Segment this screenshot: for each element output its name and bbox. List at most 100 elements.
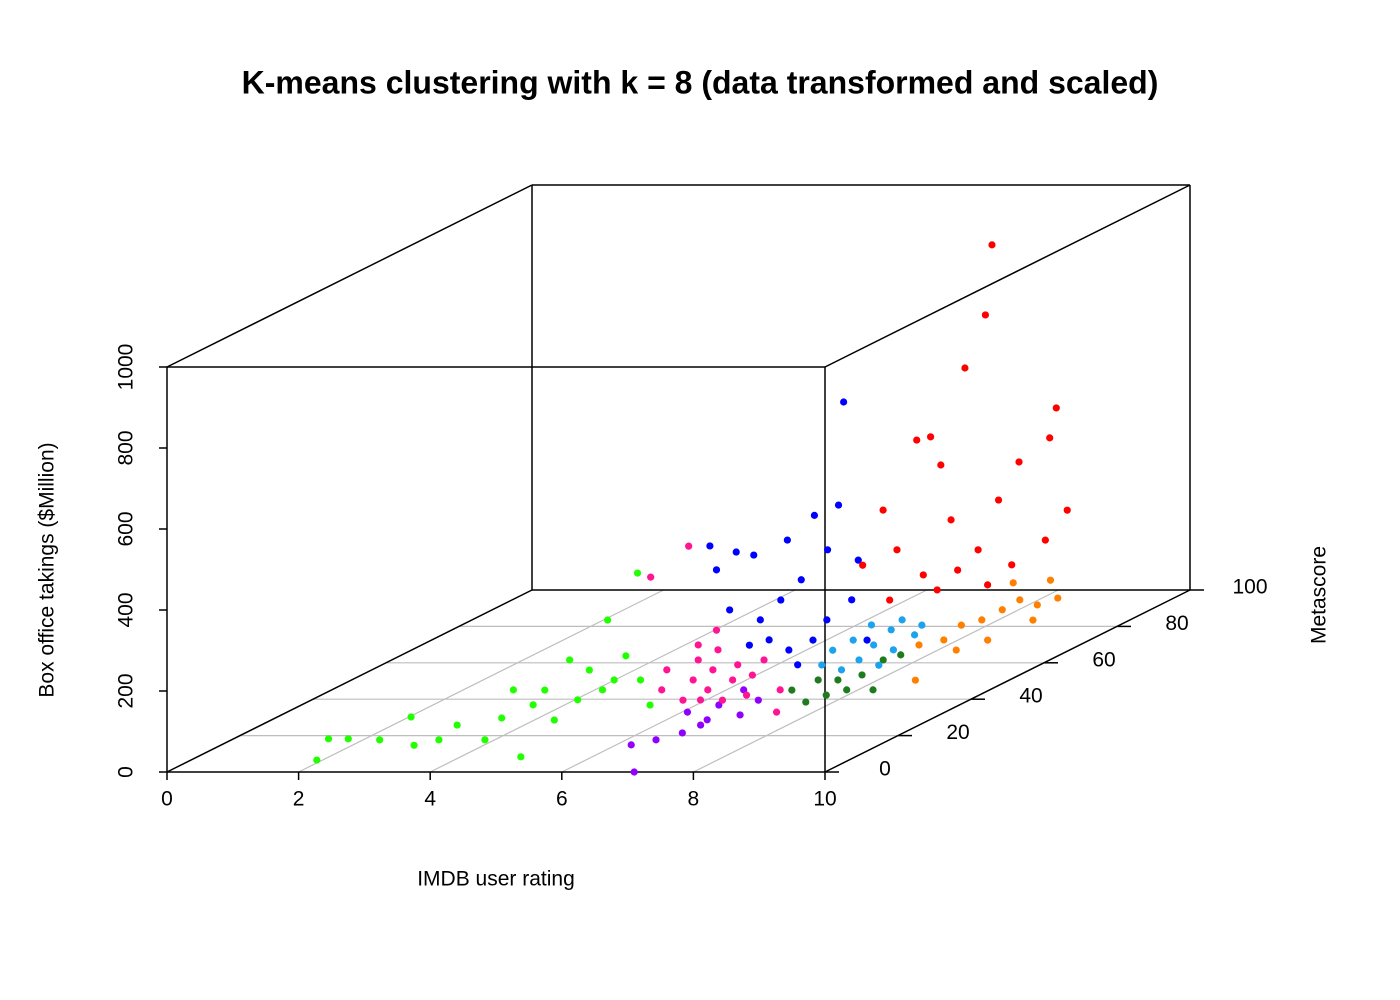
x-tick-label: 2	[293, 788, 305, 811]
data-point	[1008, 561, 1016, 569]
data-point	[636, 676, 645, 684]
data-point	[574, 696, 582, 704]
data-point	[678, 729, 686, 737]
box-edge	[824, 184, 1191, 368]
data-point	[940, 636, 948, 644]
z-tick-label: 600	[115, 511, 138, 546]
data-point	[875, 661, 883, 669]
data-point	[498, 714, 506, 722]
data-point	[704, 686, 712, 694]
data-point	[760, 656, 768, 664]
data-point	[937, 461, 945, 469]
x-tick-label: 6	[556, 788, 568, 811]
data-point	[893, 546, 901, 554]
data-point	[633, 569, 642, 577]
z-tick-label: 800	[115, 430, 138, 465]
data-point	[622, 652, 630, 660]
data-point	[978, 616, 986, 624]
data-point	[1015, 458, 1023, 466]
data-point	[897, 651, 905, 659]
data-point	[694, 656, 702, 664]
data-point	[748, 671, 756, 679]
data-point	[630, 768, 638, 776]
data-point	[435, 736, 443, 744]
chart-title: K-means clustering with k = 8 (data tran…	[242, 64, 1159, 100]
data-point	[646, 701, 654, 709]
data-point	[685, 542, 693, 550]
z-axis-label: Box office takings ($Million)	[36, 442, 59, 697]
data-point	[706, 542, 714, 550]
data-point	[709, 666, 717, 674]
data-point	[696, 696, 705, 704]
data-point	[745, 641, 753, 649]
data-point	[1063, 506, 1071, 514]
data-point	[610, 676, 618, 684]
data-point	[1041, 536, 1049, 544]
data-point	[919, 571, 927, 579]
data-point	[740, 686, 748, 694]
data-point	[754, 696, 762, 704]
data-point	[843, 686, 851, 694]
data-point	[585, 666, 593, 674]
data-point	[855, 656, 863, 664]
data-point	[867, 621, 876, 629]
data-point	[889, 646, 897, 654]
data-point	[736, 711, 744, 719]
data-point	[823, 616, 831, 624]
data-point	[814, 676, 822, 684]
data-point	[647, 573, 655, 581]
data-point	[714, 646, 722, 654]
data-point	[785, 646, 793, 654]
data-point	[947, 516, 955, 524]
data-point	[915, 641, 923, 649]
data-point	[974, 546, 982, 554]
data-point	[837, 666, 846, 674]
data-point	[344, 735, 352, 743]
data-point	[797, 576, 805, 584]
data-point	[313, 756, 321, 764]
data-point	[788, 686, 796, 694]
data-point	[541, 686, 549, 694]
data-point	[863, 636, 871, 644]
data-point	[933, 586, 941, 594]
z-tick-label: 1000	[115, 344, 138, 391]
y-tick-label: 100	[1232, 576, 1267, 599]
data-point	[712, 626, 721, 634]
data-point	[410, 741, 418, 749]
data-point	[703, 716, 711, 724]
data-point	[898, 616, 906, 624]
data-point	[529, 701, 537, 709]
data-point	[689, 676, 697, 684]
data-point	[849, 636, 857, 644]
x-tick-label: 10	[813, 788, 836, 811]
y-axis-label: Metascore	[1308, 546, 1331, 644]
x-tick-label: 0	[161, 788, 173, 811]
data-point	[988, 241, 996, 249]
data-point	[734, 661, 742, 669]
data-point	[712, 566, 721, 574]
data-point	[834, 676, 842, 684]
data-point	[879, 656, 887, 664]
data-point	[407, 713, 415, 721]
z-tick-label: 200	[115, 673, 138, 708]
data-point	[840, 398, 848, 406]
data-point	[1052, 404, 1060, 412]
data-point	[732, 548, 740, 556]
data-point	[1054, 594, 1062, 602]
data-point	[376, 736, 384, 744]
data-point	[663, 666, 671, 674]
data-point	[756, 616, 764, 624]
data-point	[777, 596, 785, 604]
data-point	[679, 696, 687, 704]
box-edge	[824, 589, 1191, 773]
data-point	[809, 636, 817, 644]
data-point	[911, 676, 919, 684]
data-point	[694, 641, 702, 649]
data-point	[998, 606, 1006, 614]
data-point	[834, 501, 843, 509]
data-point	[994, 496, 1003, 504]
y-tick-label: 80	[1165, 612, 1188, 635]
data-point	[794, 661, 802, 669]
